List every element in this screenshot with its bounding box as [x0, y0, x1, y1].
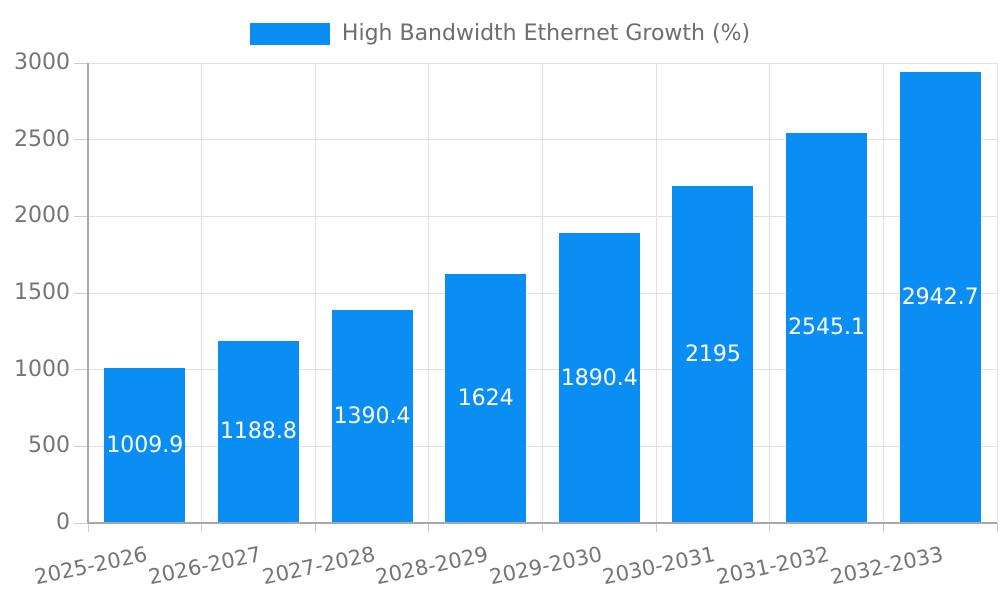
bar: 2195 [672, 186, 754, 523]
y-axis-line [87, 63, 89, 523]
x-tick-mark [314, 523, 316, 532]
bar: 1009.9 [104, 368, 186, 523]
x-tick-label: 2026-2027 [146, 542, 264, 590]
x-gridline [655, 63, 657, 523]
bar-value-label: 1890.4 [560, 365, 638, 391]
bar-value-label: 1188.8 [219, 419, 297, 445]
y-tick-mark [74, 62, 88, 64]
y-tick-label: 1000 [14, 356, 70, 382]
bar: 2942.7 [899, 71, 981, 523]
legend-label: High Bandwidth Ethernet Growth (%) [341, 21, 751, 46]
bar: 1624 [445, 273, 527, 523]
bar-value-label: 2545.1 [788, 315, 866, 341]
x-tick-mark [428, 523, 430, 532]
bar-value-label: 1624 [457, 385, 514, 411]
bar-value-label: 1009.9 [106, 433, 184, 459]
x-gridline [542, 63, 543, 523]
bar: 1188.8 [217, 340, 299, 523]
y-tick-mark [74, 445, 88, 447]
x-tick-mark [542, 523, 543, 532]
legend-swatch [249, 23, 330, 45]
x-gridline [428, 63, 430, 523]
x-tick-mark [201, 523, 203, 532]
x-tick-label: 2029-2030 [487, 542, 605, 590]
x-tick-label: 2025-2026 [32, 542, 150, 590]
y-tick-mark [74, 292, 88, 294]
y-tick-mark [74, 215, 88, 217]
legend: High Bandwidth Ethernet Growth (%) [0, 23, 1000, 45]
bar: 2545.1 [786, 132, 868, 523]
x-tick-label: 2030-2031 [600, 542, 718, 590]
x-tick-mark [655, 523, 657, 532]
bar-value-label: 1390.4 [333, 403, 411, 429]
bar: 1390.4 [331, 309, 413, 523]
x-gridline [882, 63, 884, 523]
y-tick-mark [74, 522, 88, 524]
x-tick-label: 2027-2028 [259, 542, 377, 590]
bar-value-label: 2195 [684, 342, 741, 368]
x-tick-mark [87, 523, 89, 532]
x-tick-mark [882, 523, 884, 532]
y-tick-label: 2500 [14, 126, 70, 152]
y-tick-label: 3000 [14, 50, 70, 75]
x-gridline [996, 63, 998, 523]
x-gridline [201, 63, 203, 523]
y-tick-label: 500 [28, 433, 70, 459]
y-tick-mark [74, 369, 88, 371]
y-tick-label: 1500 [14, 280, 70, 305]
y-tick-mark [74, 139, 88, 141]
x-tick-label: 2032-2033 [828, 542, 945, 590]
x-gridline [314, 63, 316, 523]
x-gridline [769, 63, 771, 523]
x-tick-mark [996, 523, 998, 532]
y-tick-label: 0 [56, 510, 70, 535]
y-tick-label: 2000 [14, 203, 70, 229]
bar-value-label: 2942.7 [901, 284, 979, 310]
x-tick-label: 2028-2029 [373, 542, 491, 590]
bar: 1890.4 [558, 233, 640, 523]
x-tick-mark [769, 523, 771, 532]
x-tick-label: 2031-2032 [714, 542, 832, 590]
x-axis-line [88, 522, 997, 524]
